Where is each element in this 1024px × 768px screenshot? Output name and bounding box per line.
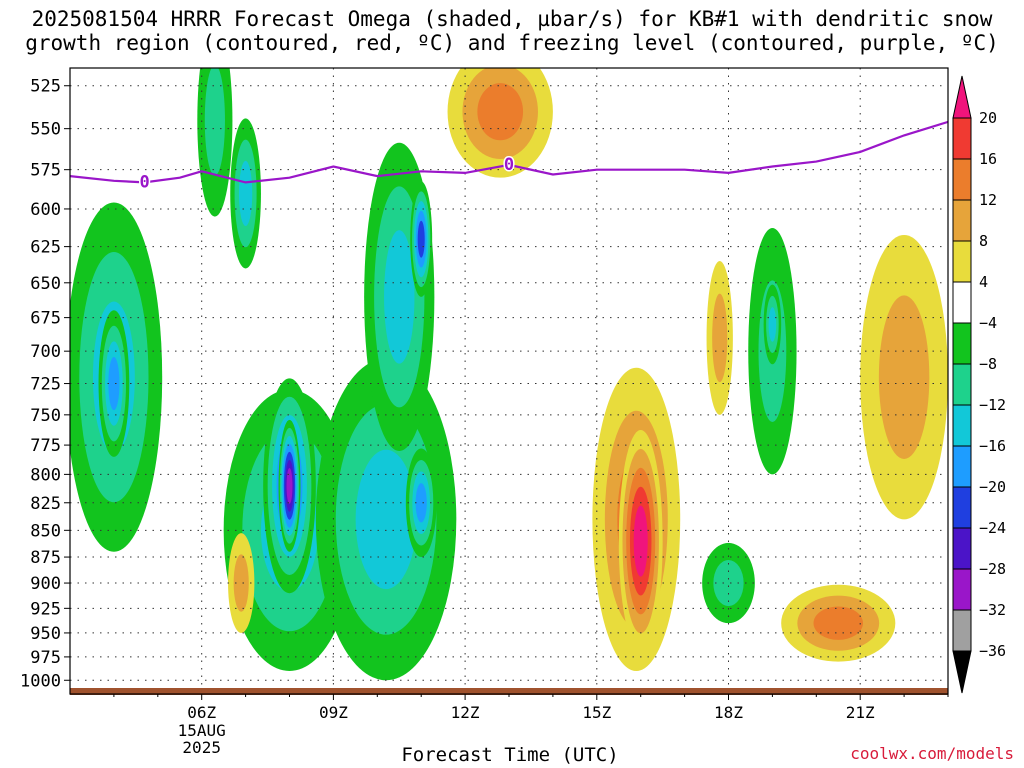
colorbar-box: [952, 609, 972, 652]
colorbar-box: [952, 527, 972, 570]
x-axis-title: Forecast Time (UTC): [401, 744, 619, 766]
colorbar-box: [952, 281, 972, 324]
y-tick-label: 600: [30, 200, 61, 220]
x-tick-sublabel: 15AUG: [178, 721, 226, 740]
y-tick-label: 650: [30, 274, 61, 294]
colorbar-label: 4: [979, 273, 988, 291]
colorbar-label: 16: [979, 150, 997, 168]
omega-cell: [355, 449, 417, 590]
omega-cell: [417, 220, 425, 258]
y-tick-label: 750: [30, 406, 61, 426]
y-tick-label: 900: [30, 574, 61, 594]
freezing-level-line: [70, 120, 948, 184]
colorbar-box: [952, 363, 972, 406]
y-tick-label: 975: [30, 648, 61, 668]
y-tick-label: 525: [30, 77, 61, 97]
colorbar-label: −4: [979, 314, 997, 332]
credit-text: coolwx.com/models: [850, 744, 1014, 763]
colorbar-box: [952, 445, 972, 488]
colorbar-box: [952, 117, 972, 160]
y-tick-label: 850: [30, 521, 61, 541]
colorbar-box: [952, 240, 972, 283]
colorbar-label: −8: [979, 355, 997, 373]
x-tick-label: 21Z: [846, 703, 875, 722]
chart-title-line-2: growth region (contoured, red, ºC) and f…: [25, 31, 999, 55]
y-tick-label: 825: [30, 494, 61, 514]
freezing-level-label: 0: [504, 155, 514, 175]
omega-cell: [384, 230, 415, 364]
colorbar-label: −36: [979, 642, 1006, 660]
y-axis: 525 550 575 600 625 650 675 700 725 750 775 800 825 8…: [20, 77, 70, 691]
omega-cell: [415, 483, 427, 523]
colorbar-box: [952, 322, 972, 365]
freezing-level-label: 0: [140, 172, 150, 192]
chart-title-line-1: 2025081504 HRRR Forecast Omega (shaded, …: [31, 7, 993, 31]
colorbar-box: [952, 568, 972, 611]
y-tick-label: 1000: [20, 671, 61, 691]
omega-cell: [633, 505, 648, 577]
x-tick-label: 15Z: [582, 703, 611, 722]
colorbar-label: −16: [979, 437, 1006, 455]
colorbar-box: [952, 486, 972, 529]
omega-cell: [813, 606, 863, 640]
y-tick-label: 925: [30, 599, 61, 619]
colorbar-label: 20: [979, 109, 997, 127]
omega-cell: [108, 356, 120, 411]
y-tick-label: 700: [30, 342, 61, 362]
x-tick-sublabel: 2025: [182, 738, 221, 757]
colorbar-label: 12: [979, 191, 997, 209]
y-tick-label: 800: [30, 465, 61, 485]
ground-strip: [70, 688, 948, 695]
omega-cell: [238, 160, 253, 226]
y-tick-label: 575: [30, 161, 61, 181]
colorbar-box: [952, 158, 972, 201]
y-tick-label: 875: [30, 548, 61, 568]
colorbar-label: −28: [979, 560, 1006, 578]
colorbar: −36 −32 −28 −24 −20 −16 −12 −8 −4 4 8 12 16 20: [952, 75, 1006, 694]
y-tick-label: 675: [30, 309, 61, 329]
omega-cell: [477, 83, 524, 141]
colorbar-label: −20: [979, 478, 1006, 496]
omega-cell: [204, 68, 225, 176]
colorbar-label: −32: [979, 601, 1006, 619]
y-tick-label: 775: [30, 436, 61, 456]
x-tick-label: 18Z: [714, 703, 743, 722]
omega-cell: [713, 559, 744, 607]
omega-cell: [878, 295, 930, 459]
omega-cell: [712, 293, 728, 383]
y-tick-label: 950: [30, 624, 61, 644]
x-tick-label: 09Z: [319, 703, 348, 722]
colorbar-box: [952, 199, 972, 242]
y-tick-label: 725: [30, 375, 61, 395]
x-tick-label: 06Z: [187, 703, 216, 722]
omega-shading: [70, 68, 948, 681]
omega-cell: [768, 307, 777, 342]
colorbar-label: 8: [979, 232, 988, 250]
omega-cell: [233, 554, 249, 612]
colorbar-top-arrow: [952, 75, 972, 119]
omega-cell: [286, 467, 293, 504]
y-tick-label: 550: [30, 120, 61, 140]
colorbar-label: −12: [979, 396, 1006, 414]
colorbar-box: [952, 404, 972, 447]
y-tick-label: 625: [30, 238, 61, 258]
colorbar-label: −24: [979, 519, 1006, 537]
colorbar-bottom-arrow: [952, 650, 972, 694]
x-tick-label: 12Z: [451, 703, 480, 722]
